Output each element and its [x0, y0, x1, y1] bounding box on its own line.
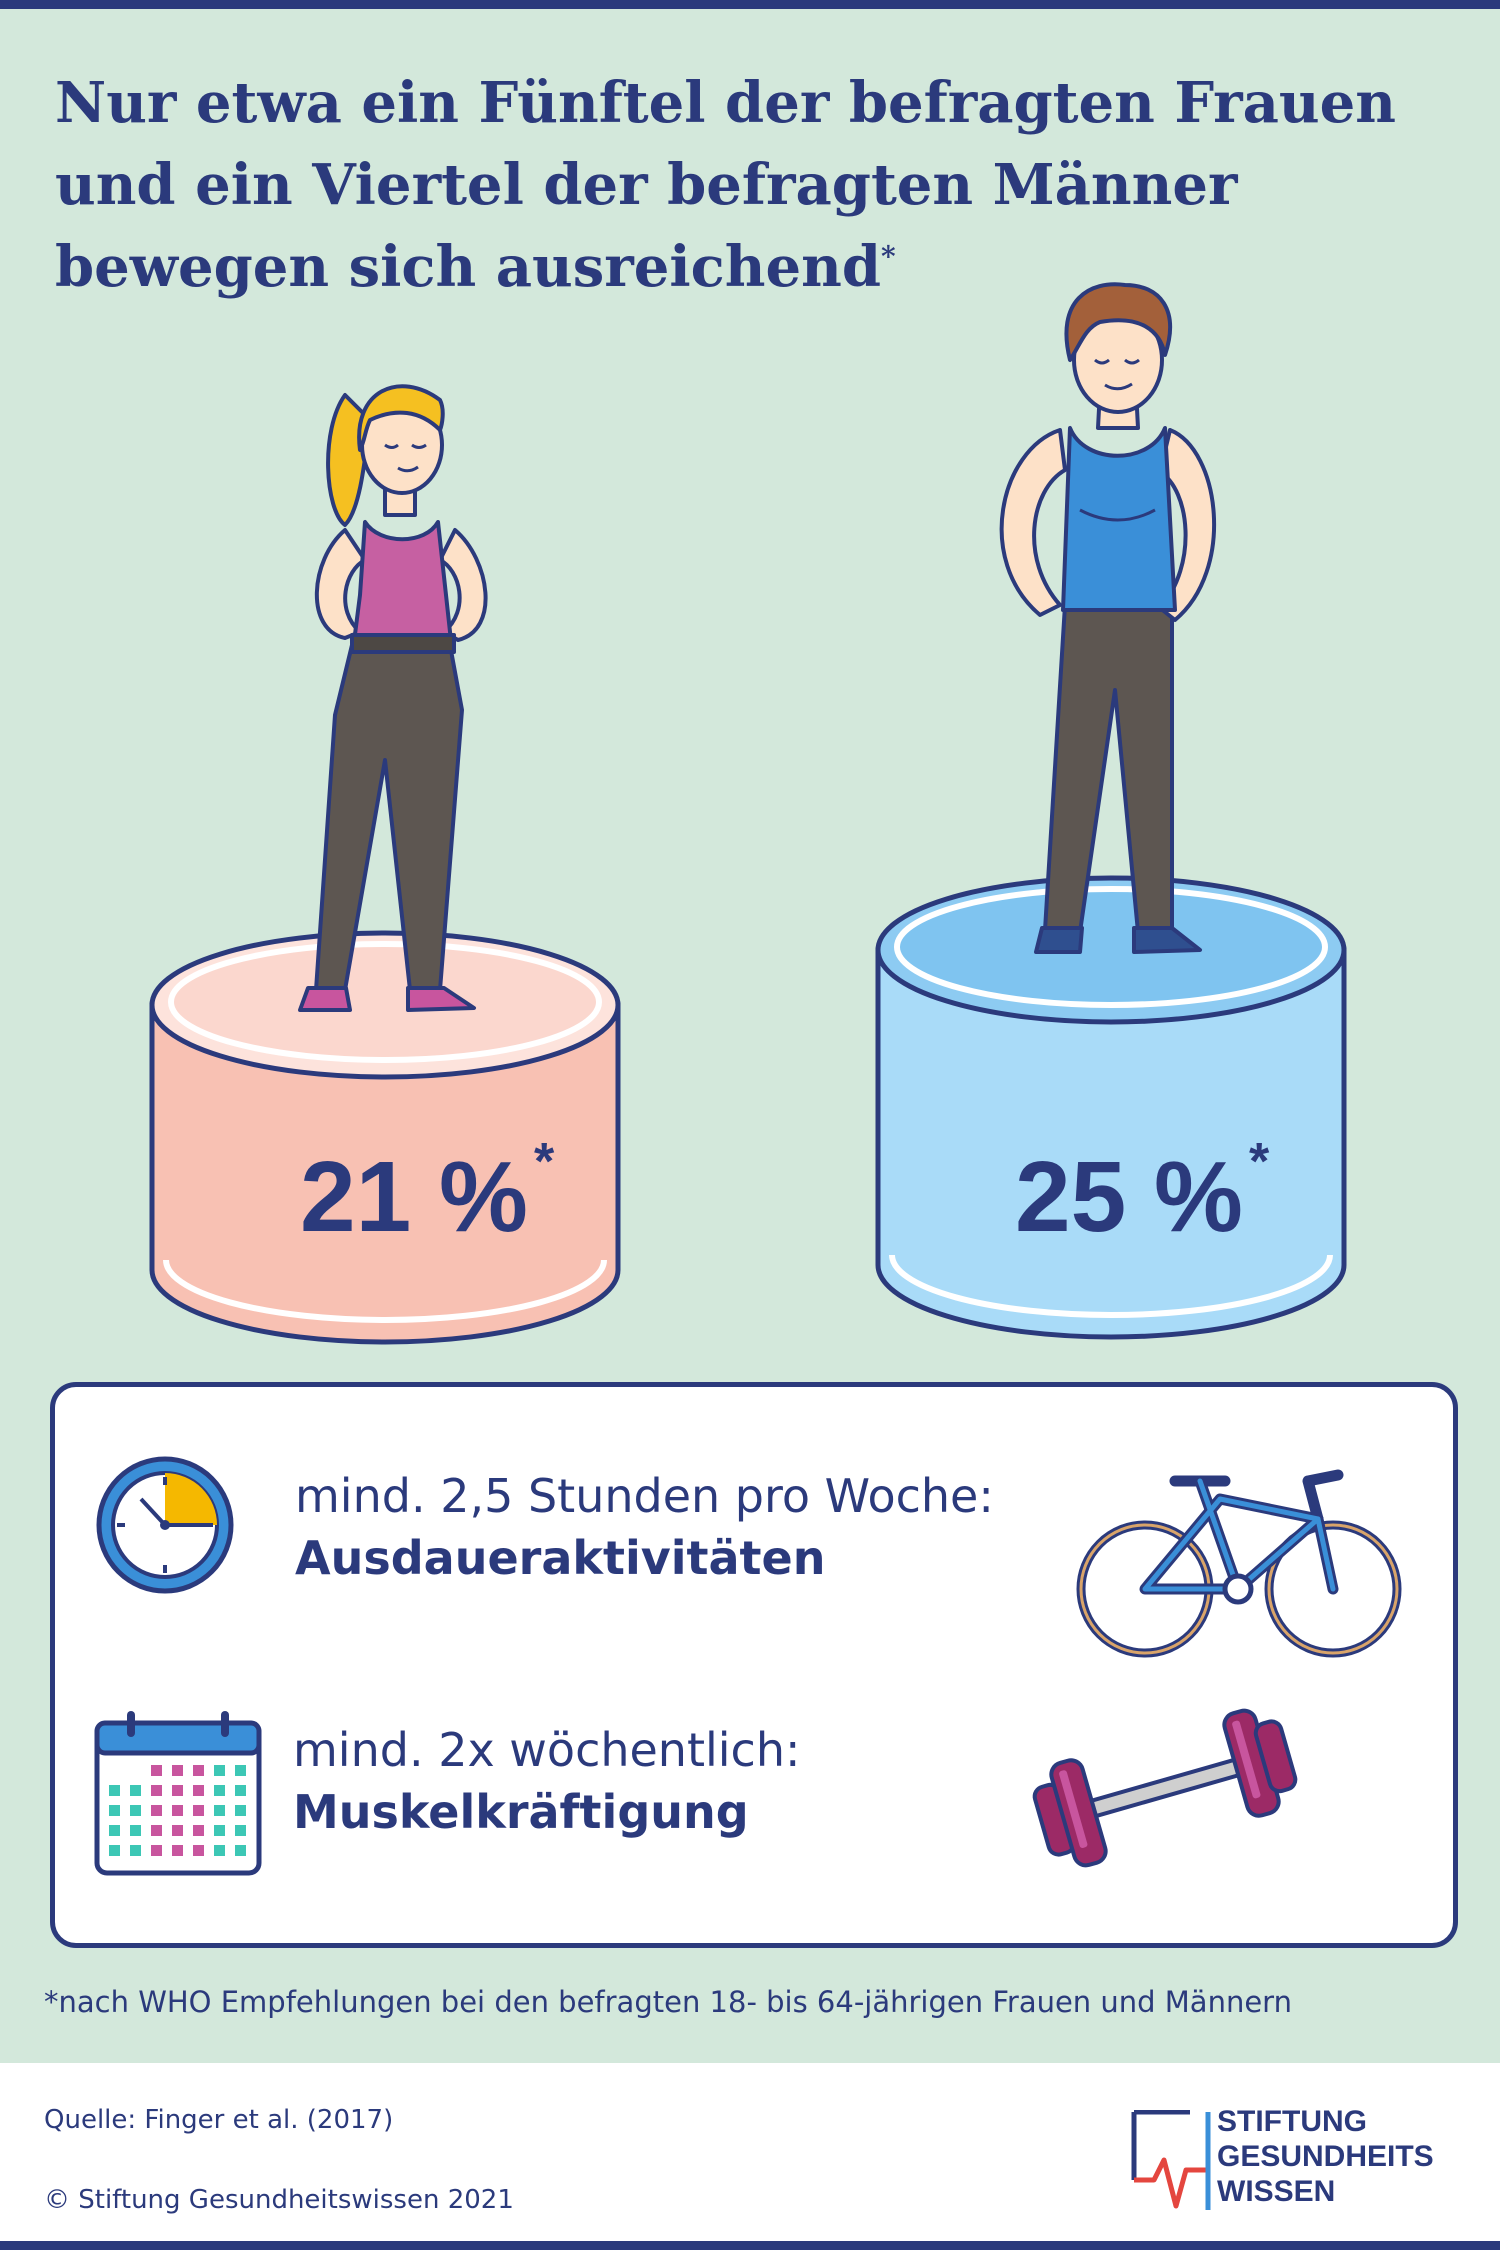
copyright-notice: © Stiftung Gesundheitswissen 2021 [44, 2185, 514, 2215]
calendar-day-cell [151, 1805, 162, 1816]
calendar-day-cell [214, 1825, 225, 1836]
dumbbell-icon [1032, 1708, 1298, 1868]
bottom-border [0, 2241, 1500, 2250]
calendar-day-cell [214, 1765, 225, 1776]
footnote: *nach WHO Empfehlungen bei den befragten… [44, 1985, 1292, 2019]
calendar-day-cell [193, 1845, 204, 1856]
calendar-day-cell [109, 1825, 120, 1836]
strength-activity: Muskelkräftigung [293, 1785, 749, 1839]
endurance-recommendation: mind. 2,5 Stunden pro Woche: Ausdauerakt… [295, 1465, 994, 1589]
calendar-day-cell [172, 1785, 183, 1796]
headline-text: Nur etwa ein Fünftel der befragten Fraue… [55, 70, 1396, 300]
calendar-day-cell [109, 1785, 120, 1796]
calendar-day-cell [235, 1765, 246, 1776]
calendar-day-cell [151, 1765, 162, 1776]
logo-line-2: GESUNDHEITS [1217, 2140, 1434, 2173]
clock-icon [96, 1456, 234, 1594]
calendar-day-cell [235, 1785, 246, 1796]
calendar-day-cell [235, 1825, 246, 1836]
headline-footnote-mark: * [880, 240, 896, 273]
strength-recommendation: mind. 2x wöchentlich: Muskelkräftigung [293, 1719, 801, 1843]
calendar-day-cell [151, 1785, 162, 1796]
calendar-day-cell [214, 1785, 225, 1796]
men-percent-value: 25 % * [1015, 1133, 1269, 1255]
logo-line-1: STIFTUNG [1217, 2105, 1367, 2138]
calendar-day-cell [172, 1805, 183, 1816]
calendar-day-cell [235, 1805, 246, 1816]
calendar-day-cell [151, 1825, 162, 1836]
logo-wordmark: STIFTUNG GESUNDHEITS WISSEN [1217, 2104, 1434, 2209]
women-percent-label: 21 % [300, 1141, 528, 1253]
people-podium-illustration [149, 282, 1347, 1345]
calendar-day-cell [193, 1785, 204, 1796]
logo-line-3: WISSEN [1217, 2175, 1336, 2208]
endurance-frequency: mind. 2,5 Stunden pro Woche: [295, 1469, 994, 1523]
recommendations-box: mind. 2,5 Stunden pro Woche: Ausdauerakt… [50, 1382, 1458, 1948]
calendar-day-cell [193, 1805, 204, 1816]
women-percent-value: 21 % * [300, 1133, 554, 1255]
women-footnote-mark: * [533, 1133, 555, 1191]
calendar-day-cell [109, 1805, 120, 1816]
women-podium [149, 930, 621, 1345]
calendar-day-cell [235, 1845, 246, 1856]
calendar-day-cell [151, 1845, 162, 1856]
man-figure [999, 282, 1217, 954]
men-podium [875, 875, 1347, 1340]
stiftung-logo: STIFTUNG GESUNDHEITS WISSEN [1130, 2100, 1470, 2220]
calendar-day-cell [130, 1845, 141, 1856]
men-percent-label: 25 % [1015, 1141, 1243, 1253]
calendar-day-cell [193, 1765, 204, 1776]
calendar-day-cell [130, 1825, 141, 1836]
heartbeat-logo-icon [1131, 2110, 1211, 2210]
calendar-day-cell [214, 1805, 225, 1816]
headline: Nur etwa ein Fünftel der befragten Fraue… [55, 62, 1455, 308]
calendar-day-cell [130, 1805, 141, 1816]
calendar-day-cell [214, 1845, 225, 1856]
woman-figure [298, 384, 488, 1012]
calendar-day-cell [193, 1825, 204, 1836]
calendar-day-cell [172, 1765, 183, 1776]
top-border [0, 0, 1500, 9]
calendar-day-cell [172, 1825, 183, 1836]
source-citation: Quelle: Finger et al. (2017) [44, 2105, 394, 2135]
calendar-day-cell [172, 1845, 183, 1856]
strength-frequency: mind. 2x wöchentlich: [293, 1723, 801, 1777]
bicycle-icon [1076, 1469, 1402, 1658]
calendar-day-cell [109, 1845, 120, 1856]
calendar-icon [94, 1711, 262, 1876]
endurance-activity: Ausdaueraktivitäten [295, 1531, 826, 1585]
calendar-day-cell [130, 1785, 141, 1796]
men-footnote-mark: * [1248, 1133, 1270, 1191]
